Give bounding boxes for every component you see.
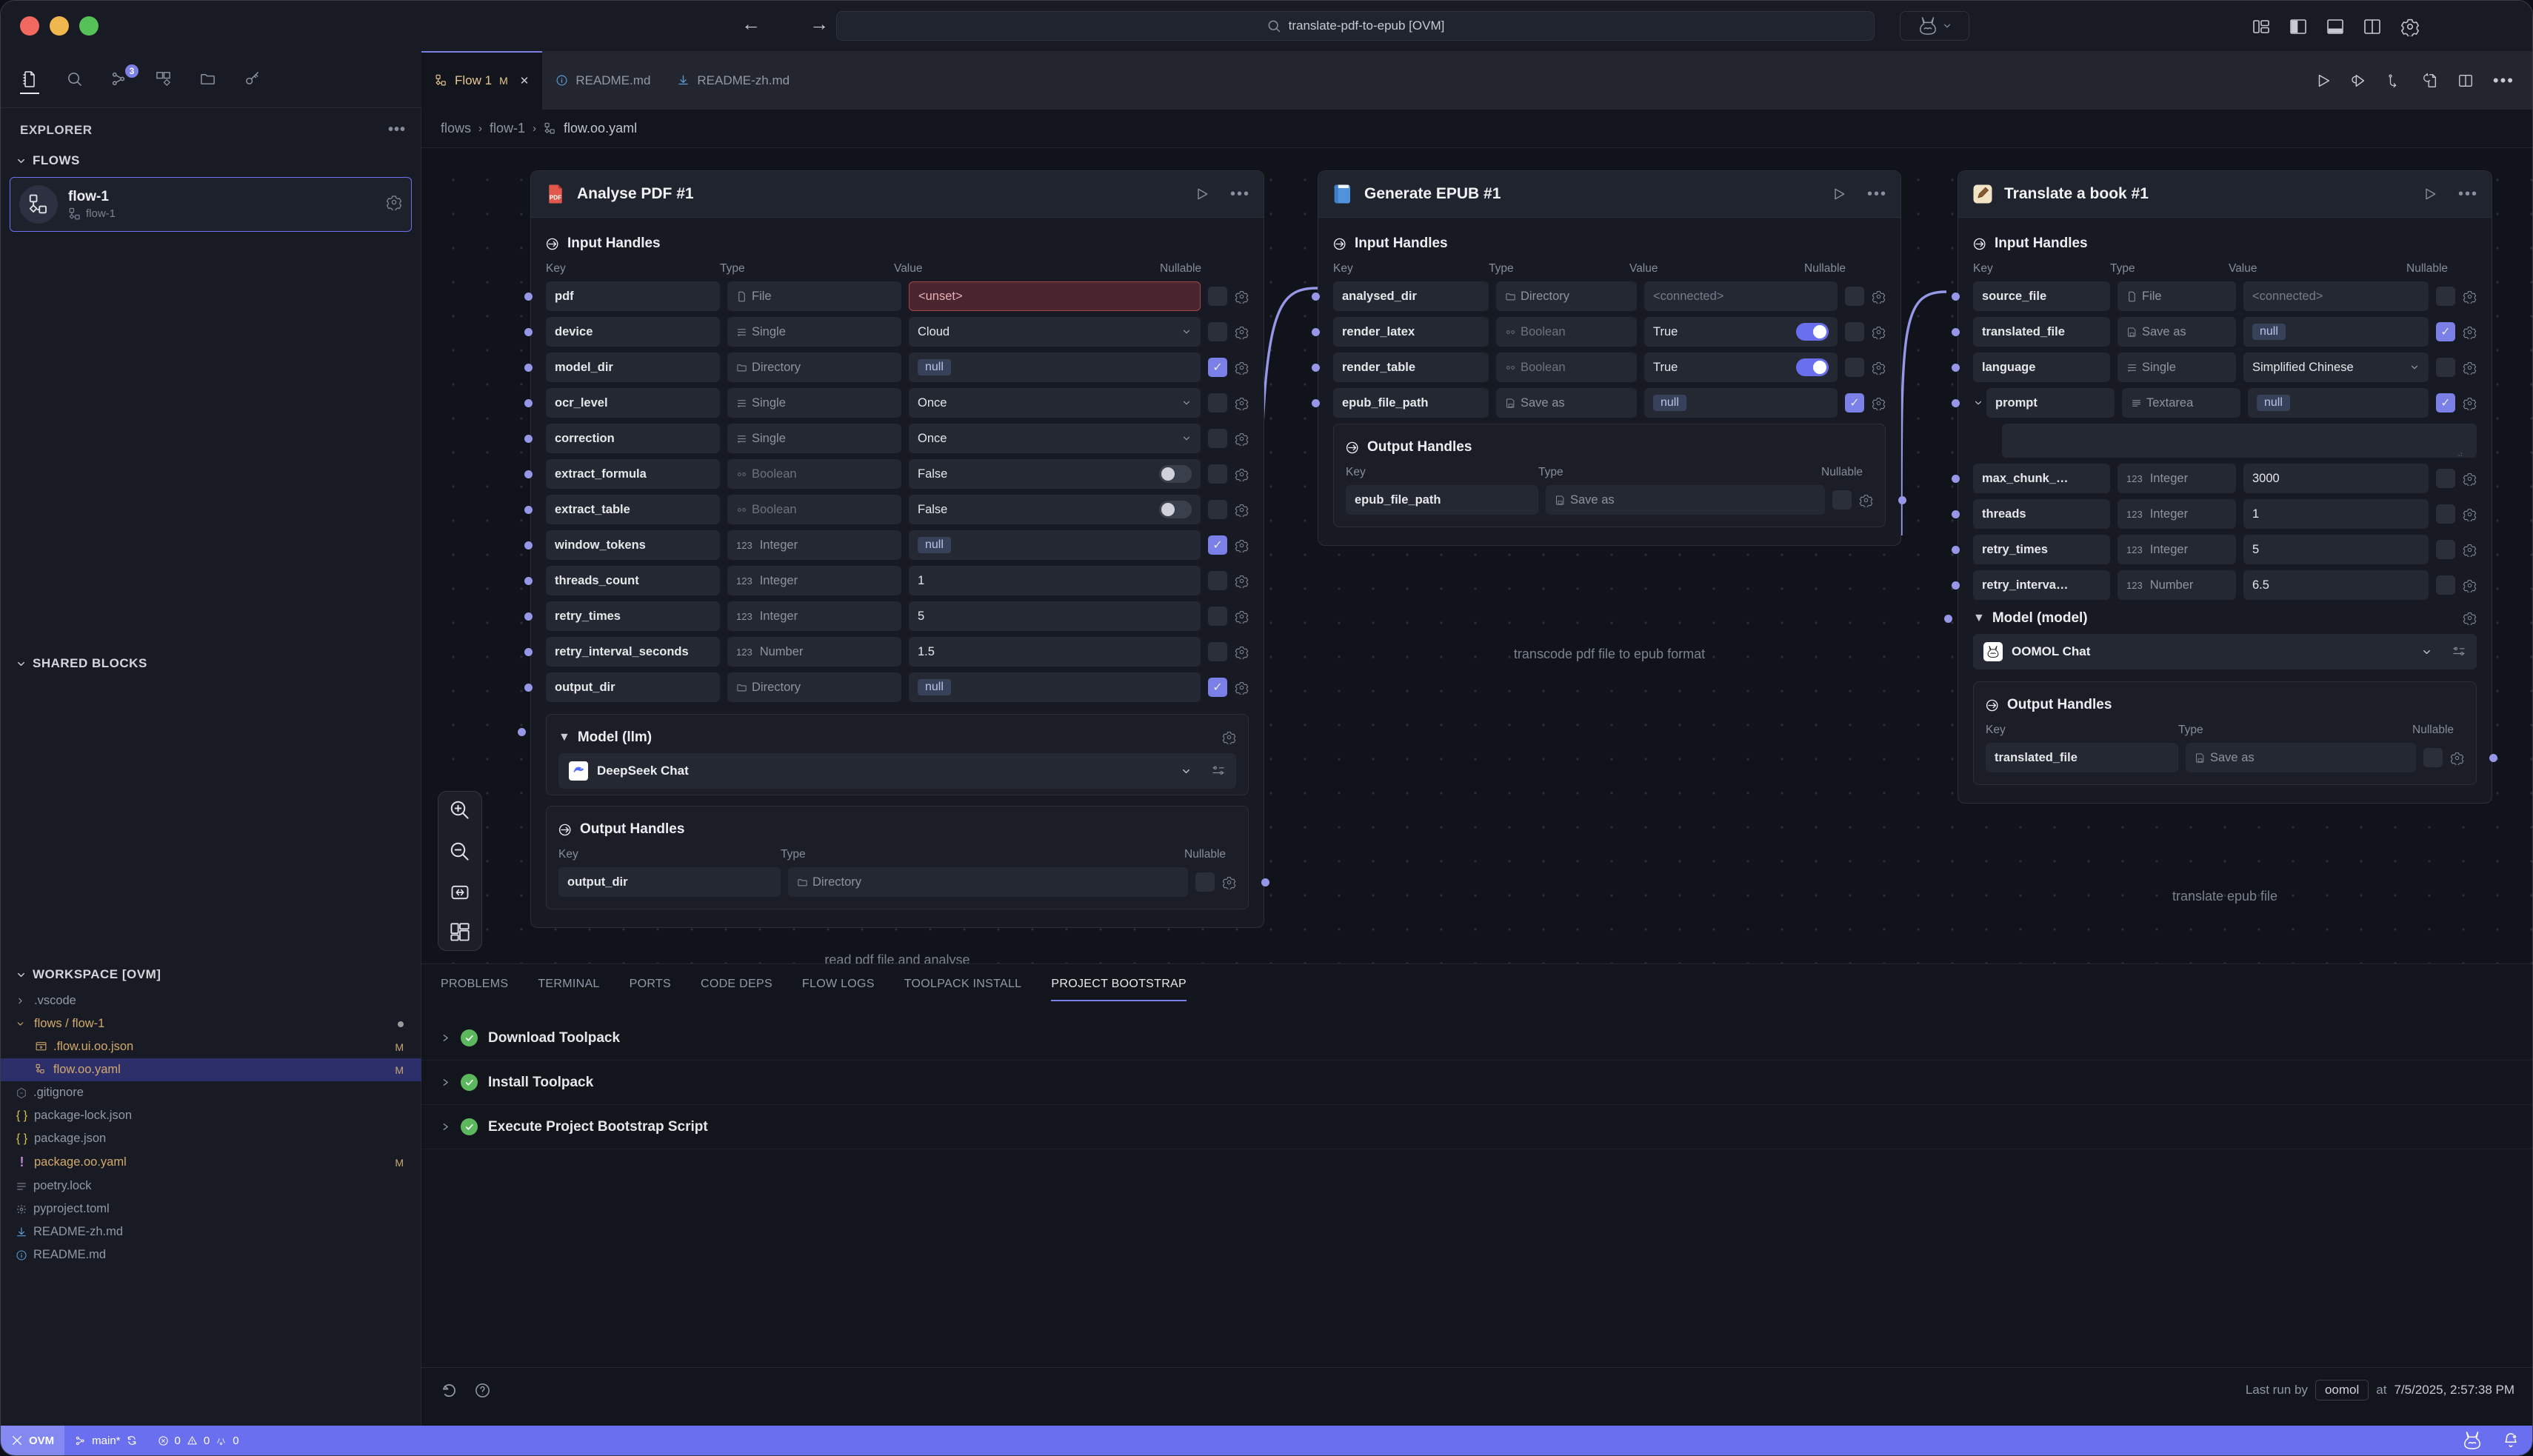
svg-text:PDF: PDF [550,195,561,201]
